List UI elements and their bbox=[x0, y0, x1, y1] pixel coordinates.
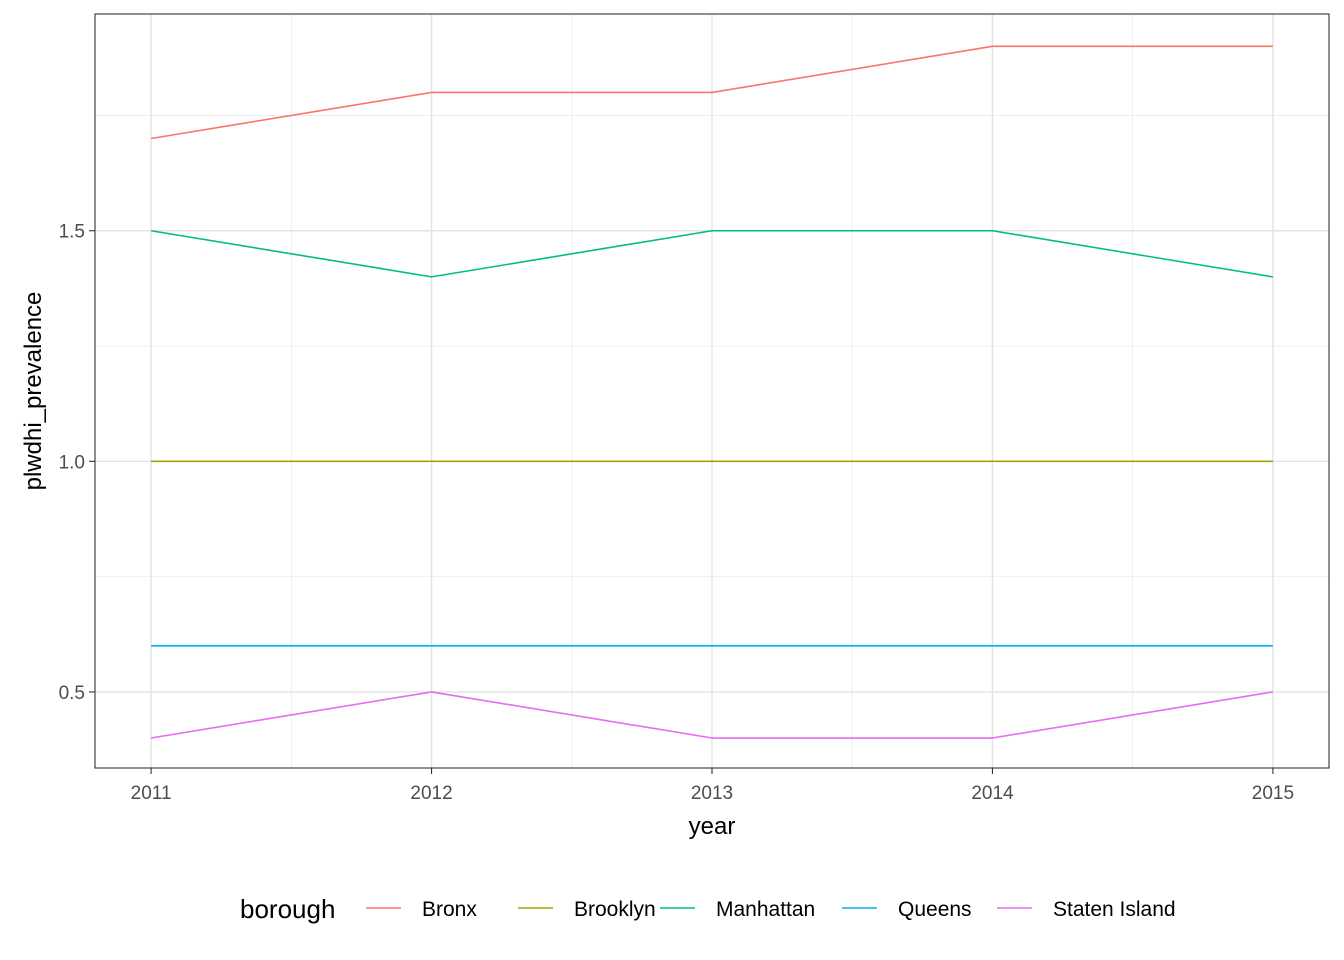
legend-title: borough bbox=[240, 894, 335, 924]
x-tick-label: 2015 bbox=[1252, 783, 1294, 804]
legend-label-brooklyn: Brooklyn bbox=[574, 898, 656, 921]
x-axis: 2011 2012 2013 2014 2015 bbox=[131, 768, 1294, 804]
y-tick-label: 1.5 bbox=[59, 222, 85, 243]
legend: borough Bronx Brooklyn Manhattan Queens Stat… bbox=[240, 894, 1176, 924]
x-tick-label: 2014 bbox=[971, 783, 1014, 804]
legend-label-staten-island: Staten Island bbox=[1053, 898, 1176, 921]
x-tick-label: 2011 bbox=[131, 783, 172, 804]
y-axis-title: plwdhi_prevalence bbox=[20, 292, 47, 491]
x-tick-label: 2013 bbox=[691, 783, 733, 804]
x-tick-label: 2012 bbox=[410, 783, 452, 804]
y-axis: 0.5 1.0 1.5 bbox=[59, 222, 95, 704]
series-lines bbox=[150, 45, 1274, 739]
y-tick-label: 1.0 bbox=[59, 452, 85, 473]
series-line-manhattan bbox=[150, 229, 1274, 278]
legend-label-queens: Queens bbox=[898, 898, 972, 921]
series-line-staten-island bbox=[150, 691, 1274, 739]
legend-label-bronx: Bronx bbox=[422, 898, 477, 921]
y-tick-label: 0.5 bbox=[59, 683, 85, 704]
legend-label-manhattan: Manhattan bbox=[716, 898, 815, 921]
x-axis-title: year bbox=[689, 813, 736, 840]
series-line-bronx bbox=[150, 45, 1273, 140]
